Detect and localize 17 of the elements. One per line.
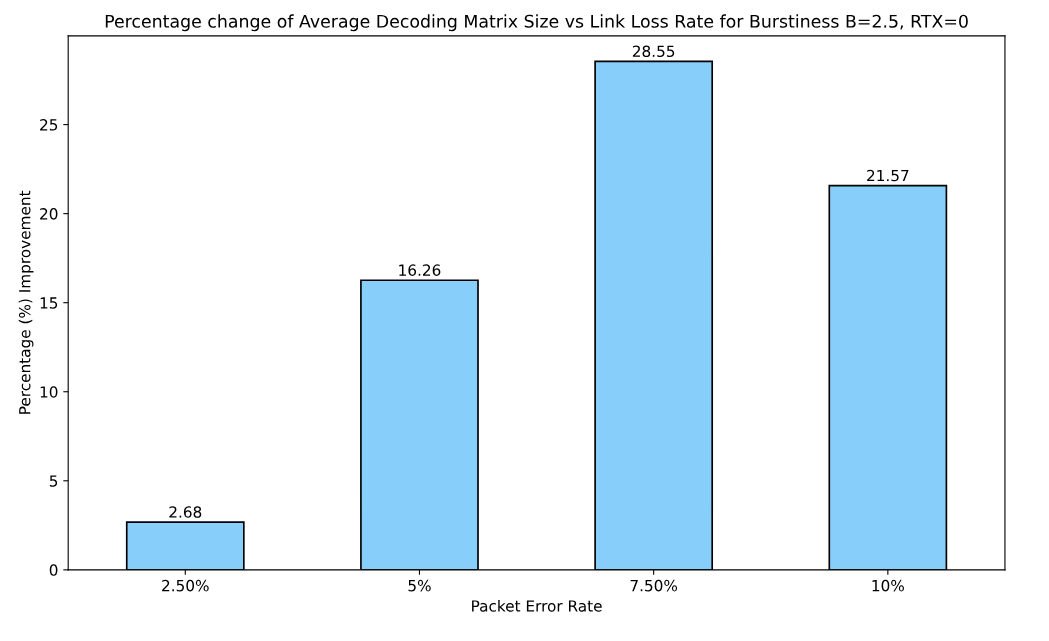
data-label: 28.55 bbox=[632, 45, 675, 58]
y-tick-label: 0 bbox=[49, 564, 58, 576]
x-tick-label: 2.50% bbox=[162, 579, 209, 592]
y-axis-title: Percentage (%) Improvement bbox=[18, 190, 34, 414]
chart-title: Percentage change of Average Decoding Matrix Size vs Link Loss Rate for Burstiness B=2.5, RTX=0 bbox=[105, 14, 968, 32]
data-label: 2.68 bbox=[169, 506, 202, 518]
y-tick-label: 25 bbox=[40, 119, 58, 131]
x-tick-label: 5% bbox=[408, 579, 431, 592]
x-axis-title: Packet Error Rate bbox=[472, 599, 602, 612]
y-tick-label: 20 bbox=[40, 208, 58, 220]
y-tick-label: 15 bbox=[40, 297, 58, 309]
y-tick-label: 10 bbox=[40, 386, 58, 398]
x-tick-label: 7.50% bbox=[630, 579, 678, 592]
x-tick-label: 10% bbox=[872, 579, 904, 592]
data-label: 21.57 bbox=[867, 169, 909, 182]
data-label: 16.26 bbox=[399, 264, 441, 276]
y-tick-label: 5 bbox=[49, 475, 58, 487]
